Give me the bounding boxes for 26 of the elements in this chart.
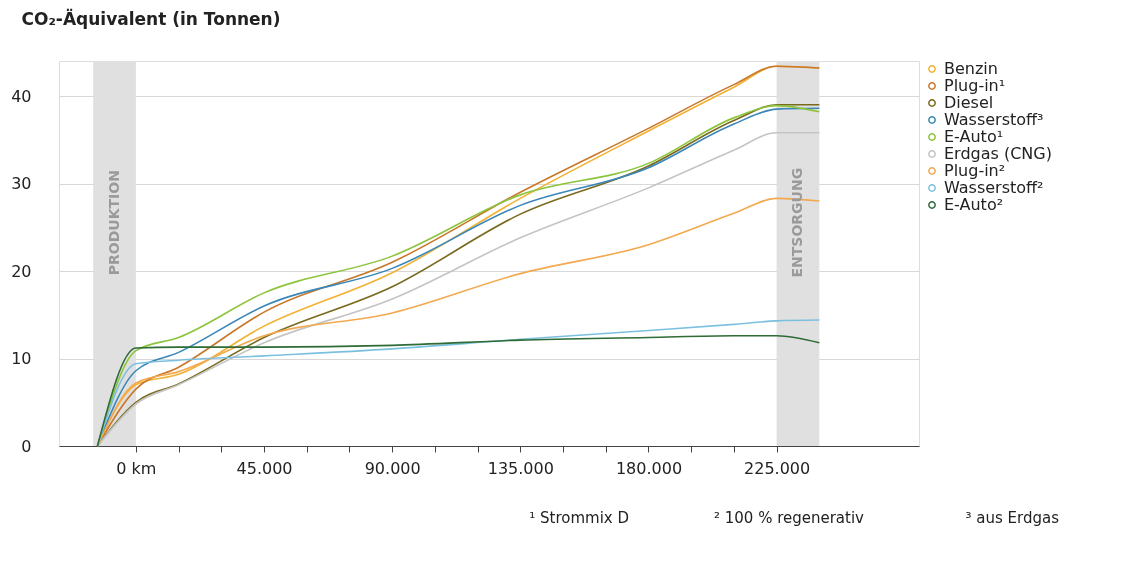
text: ¹ Strommix D — [529, 509, 629, 527]
x-tick-label: 0 km — [116, 458, 157, 478]
legend-label: Benzin — [944, 59, 998, 78]
x-tick-label: 225.000 — [744, 458, 811, 478]
x-tick-label: 135.000 — [487, 458, 554, 478]
x-tick-label: 90.000 — [364, 458, 421, 478]
x-tick-label: 45.000 — [236, 458, 293, 478]
y-tick-label: 20 — [11, 261, 32, 281]
x-tick-label: 180.000 — [615, 458, 683, 478]
y-tick-label: 0 — [21, 436, 32, 456]
y-tick-label: 10 — [11, 349, 32, 368]
legend-label: Diesel — [944, 93, 994, 112]
text: ² 100 % regenerativ — [713, 509, 865, 527]
legend-label: E-Auto² — [944, 195, 1004, 214]
legend-label: Wasserstoff² — [944, 178, 1044, 197]
band-label: ENTSORGUNG — [788, 167, 805, 278]
y-axis-title: CO₂-Äquivalent (in Tonnen) — [21, 7, 281, 29]
y-tick-label: 30 — [11, 174, 32, 193]
legend-label: E-Auto¹ — [944, 127, 1004, 146]
legend-label: Plug-in¹ — [944, 76, 1006, 95]
text: ³ aus Erdgas — [965, 509, 1060, 527]
band-label: PRODUKTION — [105, 170, 122, 276]
legend-label: Wasserstoff³ — [944, 110, 1044, 129]
legend-label: Plug-in² — [944, 161, 1006, 180]
y-tick-label: 40 — [11, 86, 32, 106]
legend-label: Erdgas (CNG) — [944, 144, 1052, 163]
